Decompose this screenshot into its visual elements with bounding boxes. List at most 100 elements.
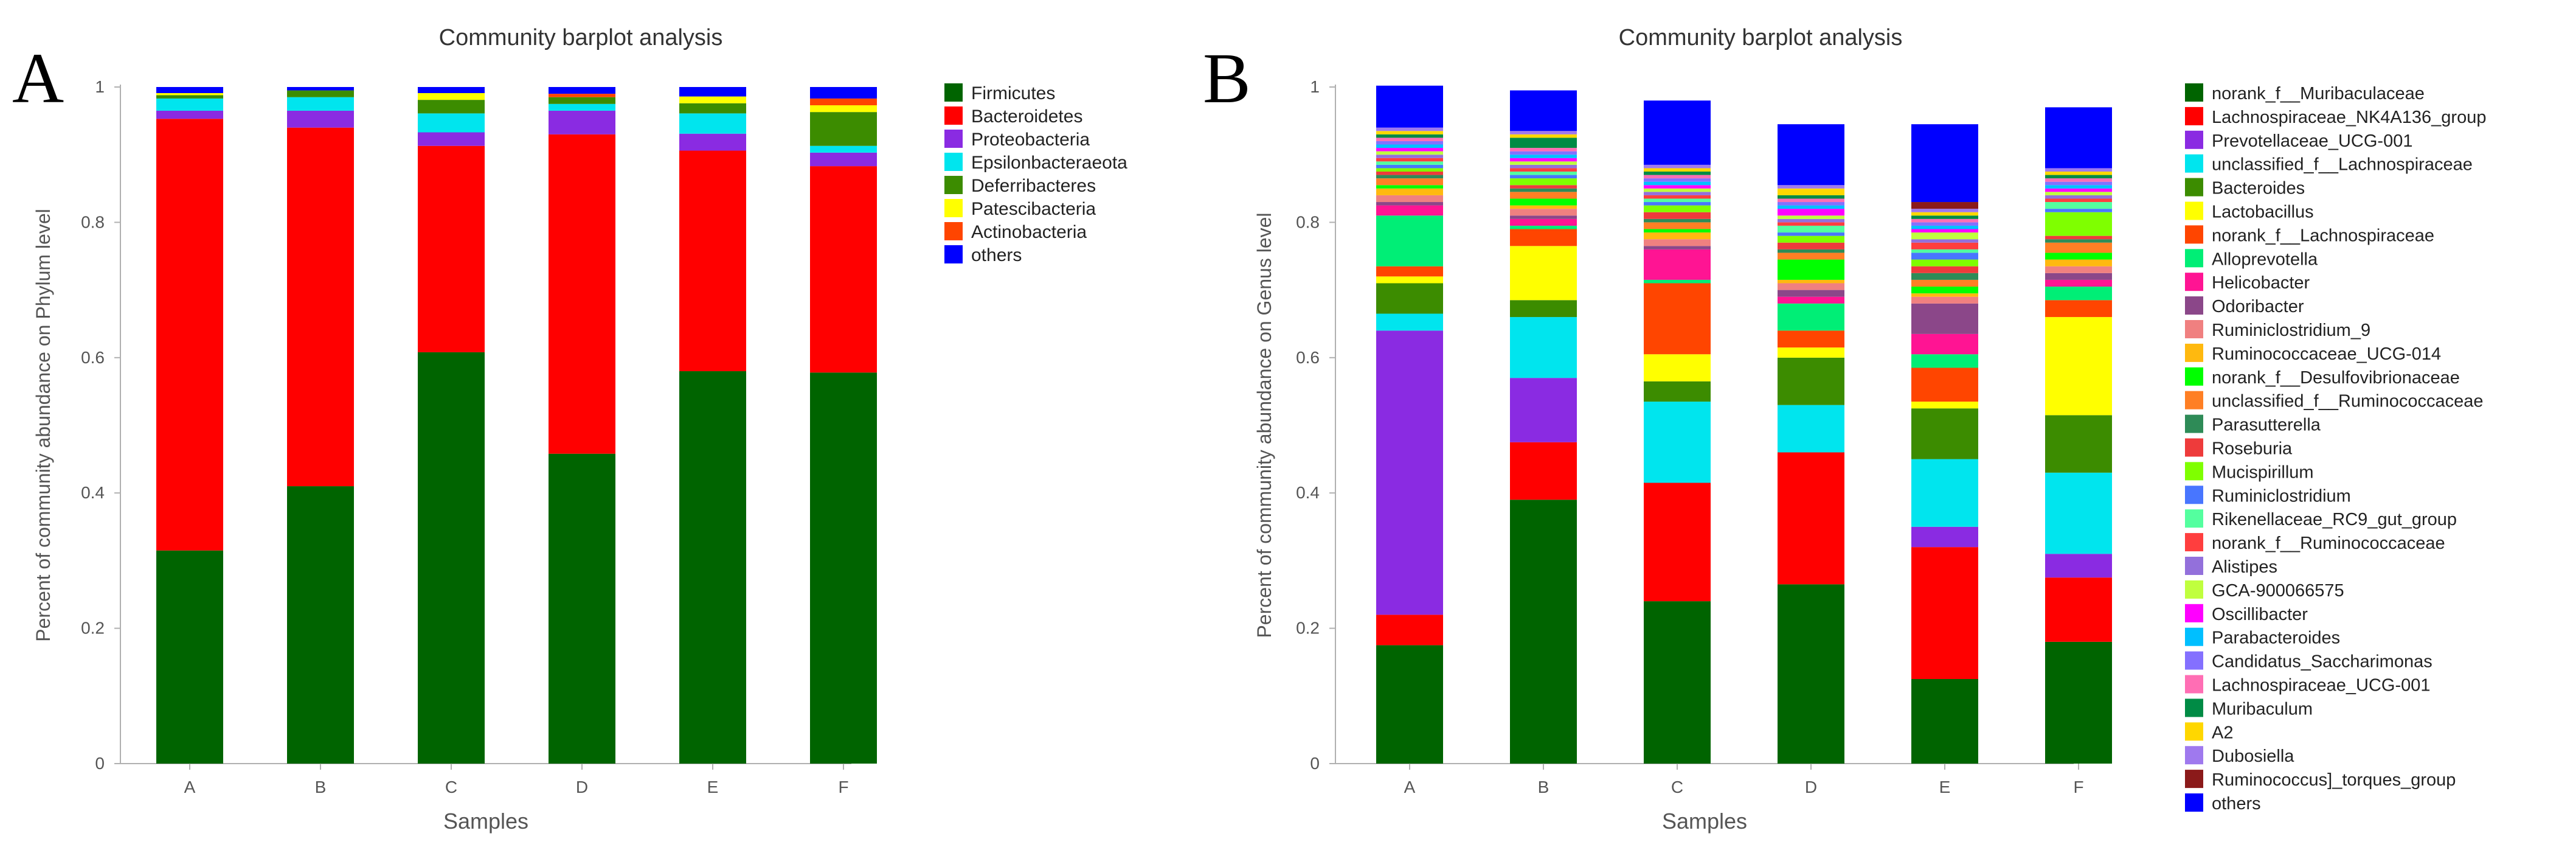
legend-swatch-ruminococcus-torques-group [2185, 770, 2203, 789]
bar-segment-ruminiclostridium-d [1778, 232, 1844, 236]
bar-segment-candidatus-saccharimonas-e [1911, 222, 1978, 226]
bar-segment-alloprevotella-e [1911, 354, 1978, 368]
bar-segment-dubosiella-a [1376, 127, 1443, 131]
bar-segment-rikenellaceae-rc9-gut-group-f [2045, 202, 2112, 209]
bar-segment-parabacteroides-b [1510, 155, 1577, 158]
bar-segment-prevotellaceae-ucg-001-a [1376, 330, 1443, 615]
x-tick-label-d: D [576, 778, 588, 796]
legend-swatch-roseburia [2185, 438, 2203, 457]
legend-label-odoribacter: Odoribacter [2212, 297, 2304, 316]
bar-segment-deferribacteres-c [418, 100, 485, 114]
legend-swatch-deferribacteres [944, 176, 963, 194]
bar-segment-lachnospiraceae-ucg-001-e [1911, 218, 1978, 223]
bar-segment-candidatus-saccharimonas-a [1376, 141, 1443, 145]
x-tick-label-a: A [184, 778, 196, 796]
bar-segment-parasutterella-f [2045, 239, 2112, 243]
bar-segment-proteobacteria-c [418, 132, 485, 146]
bar-segment-parasutterella-b [1510, 188, 1577, 192]
bar-segment-mucispirillum-e [1911, 259, 1978, 266]
legend-swatch-epsilonbacteraeota [944, 153, 963, 171]
legend-swatch-helicobacter [2185, 273, 2203, 291]
bar-segment-odoribacter-a [1376, 202, 1443, 206]
bar-segment-helicobacter-b [1510, 218, 1577, 226]
legend-label-roseburia: Roseburia [2212, 439, 2293, 459]
bar-segment-norank-f-lachnospiraceae-e [1911, 368, 1978, 402]
bar-segment-candidatus-saccharimonas-b [1510, 151, 1577, 155]
legend-label-ruminiclostridium: Ruminiclostridium [2212, 486, 2351, 506]
bar-segment-mucispirillum-c [1644, 205, 1711, 212]
bar-segment-others-f [810, 87, 877, 99]
bar-segment-others-a [1376, 85, 1443, 128]
chart-genus-level: Community barplot analysis 0 0.2 0.4 0.6 0.8 1… [1253, 25, 2486, 834]
bar-segment-rikenellaceae-rc9-gut-group-c [1644, 198, 1711, 203]
bar-segment-bacteroides-b [1510, 300, 1577, 318]
bar-segment-firmicutes-d [549, 453, 615, 764]
bar-segment-ruminococcaceae-ucg-014-e [1911, 293, 1978, 297]
bar-segment-parabacteroides-d [1778, 205, 1844, 209]
legend-label-bacteroidetes: Bacteroidetes [971, 106, 1082, 127]
legend-swatch-patescibacteria [944, 199, 963, 217]
y-tick-label: 0.4 [1296, 483, 1320, 502]
legend-label-ruminococcus-torques-group: Ruminococcus]_torques_group [2212, 770, 2456, 790]
bar-segment-roseburia-c [1644, 212, 1711, 219]
legend-swatch-lachnospiraceae-nk4a136-group [2185, 106, 2203, 125]
bar-segment-patescibacteria-c [418, 93, 485, 100]
bar-segment-parabacteroides-f [2045, 185, 2112, 189]
legend-swatch-candidatus-saccharimonas [2185, 651, 2203, 670]
legend-label-dubosiella: Dubosiella [2212, 747, 2294, 766]
legend-label-norank-f-lachnospiraceae: norank_f__Lachnospiraceae [2212, 226, 2434, 245]
bar-segment-ruminiclostridium-9-f [2045, 266, 2112, 273]
bar-segment-norank-f-desulfovibrionaceae-b [1510, 198, 1577, 206]
bar-segment-unclassified-f-lachnospiraceae-e [1911, 459, 1978, 527]
bar-segment-muribaculum-b [1510, 138, 1577, 148]
legend-label-parasutterella: Parasutterella [2212, 416, 2321, 435]
bar-segment-lachnospiraceae-ucg-001-c [1644, 175, 1711, 179]
legend-swatch-prevotellaceae-ucg-001 [2185, 130, 2203, 149]
bar-segment-unclassified-f-ruminococcaceae-e [1911, 279, 1978, 287]
legend-swatch-alistipes [2185, 557, 2203, 575]
x-tick-label-e: E [1939, 778, 1951, 796]
bar-segment-norank-f-ruminococcaceae-b [1510, 168, 1577, 172]
bar-segment-parasutterella-a [1376, 175, 1443, 179]
legend-swatch-odoribacter [2185, 296, 2203, 315]
bar-segment-parasutterella-d [1778, 249, 1844, 253]
bar-segment-others-b [1510, 90, 1577, 131]
bar-segment-ruminococcaceae-ucg-014-d [1778, 279, 1844, 284]
bar-segment-unclassified-f-ruminococcaceae-d [1778, 253, 1844, 260]
bar-segment-gca-900066575-a [1376, 151, 1443, 155]
legend-swatch-actinobacteria [944, 222, 963, 240]
bar-segment-others-c [1644, 100, 1711, 165]
y-axis-label: Percent of community abundance on Phylum… [32, 209, 54, 642]
bar-segment-bacteroidetes-d [549, 134, 615, 454]
bar-segment-alloprevotella-c [1644, 279, 1711, 284]
legend-label-rikenellaceae-rc9-gut-group: Rikenellaceae_RC9_gut_group [2212, 510, 2457, 529]
legend-label-parabacteroides: Parabacteroides [2212, 629, 2340, 648]
bar-segment-oscillibacter-b [1510, 158, 1577, 162]
legend-swatch-alloprevotella [2185, 249, 2203, 268]
bar-segment-lachnospiraceae-nk4a136-group-c [1644, 482, 1711, 602]
bar-segment-prevotellaceae-ucg-001-e [1911, 526, 1978, 548]
bar-segment-ruminococcaceae-ucg-014-f [2045, 259, 2112, 266]
bar-segment-helicobacter-a [1376, 205, 1443, 216]
bar-segment-odoribacter-b [1510, 215, 1577, 219]
bar-segment-actinobacteria-d [549, 94, 615, 97]
x-tick-label-f: F [2073, 778, 2083, 796]
bar-segment-proteobacteria-a [156, 110, 223, 119]
bar-segment-epsilonbacteraeota-f [810, 145, 877, 153]
legend-swatch-norank-f-desulfovibrionaceae [2185, 367, 2203, 386]
bar-segment-helicobacter-c [1644, 249, 1711, 280]
bar-segment-bacteroidetes-a [156, 119, 223, 551]
bar-segment-dubosiella-c [1644, 164, 1711, 169]
bar-segment-norank-f-lachnospiraceae-d [1778, 330, 1844, 348]
bar-segment-muribaculum-f [2045, 175, 2112, 179]
bar-segment-mucispirillum-a [1376, 168, 1443, 172]
bar-segment-roseburia-e [1911, 266, 1978, 273]
bar-segment-lachnospiraceae-nk4a136-group-d [1778, 452, 1844, 585]
bar-segment-alistipes-d [1778, 218, 1844, 223]
bar-segment-helicobacter-e [1911, 333, 1978, 355]
bar-segment-lactobacillus-c [1644, 354, 1711, 381]
bar-segment-norank-f-lachnospiraceae-c [1644, 283, 1711, 355]
bar-segment-parasutterella-e [1911, 273, 1978, 280]
legend-label-unclassified-f-ruminococcaceae: unclassified_f__Ruminococcaceae [2212, 392, 2484, 411]
